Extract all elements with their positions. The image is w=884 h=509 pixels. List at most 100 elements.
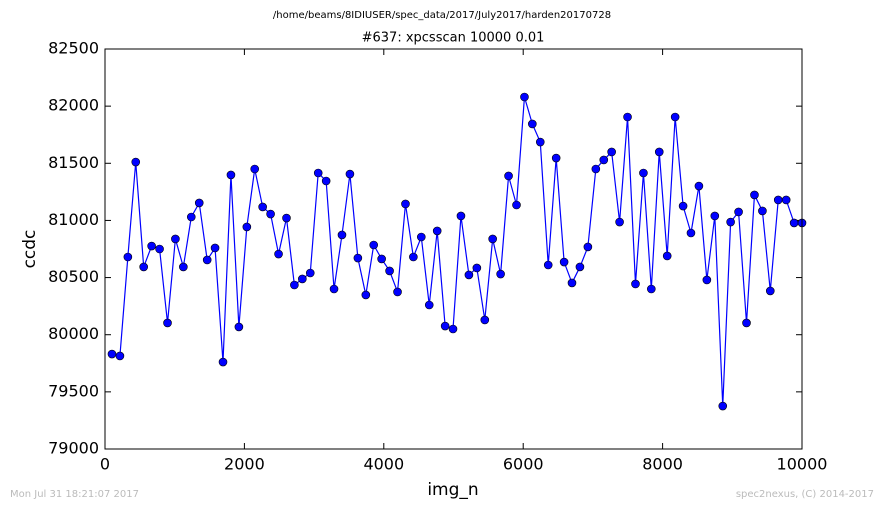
data-point [266, 209, 275, 219]
y-axis-label: ccdc [20, 230, 40, 269]
data-point [155, 244, 164, 254]
x-axis-label: img_n [427, 480, 478, 500]
data-point [290, 280, 299, 290]
footer-date: Mon Jul 31 18:21:07 2017 [10, 489, 139, 500]
data-point [409, 252, 418, 262]
data-point [647, 284, 656, 294]
data-point [210, 243, 220, 253]
data-point [773, 195, 783, 205]
data-point [520, 92, 529, 102]
data-point [456, 211, 466, 221]
data-point [313, 168, 323, 178]
y-tick-label: 79500 [48, 381, 99, 400]
data-point [361, 290, 371, 300]
data-point [369, 240, 378, 250]
footer-credit: spec2nexus, (C) 2014-2017 [736, 489, 874, 500]
data-point [179, 262, 188, 272]
data-point [662, 251, 672, 261]
y-tick-label: 79000 [48, 439, 99, 458]
data-point [559, 257, 569, 267]
data-point [639, 168, 648, 178]
data-point [464, 270, 474, 280]
data-point [139, 262, 148, 272]
data-point [710, 211, 720, 221]
data-point [765, 286, 775, 296]
data-point [305, 268, 315, 278]
data-point [226, 170, 236, 180]
data-point [535, 137, 545, 147]
data-point [353, 253, 363, 263]
data-point [258, 202, 267, 212]
data-point [686, 228, 696, 238]
data-point [781, 195, 791, 205]
data-point [496, 269, 505, 279]
data-point [543, 260, 553, 270]
data-point [678, 201, 688, 211]
data-point [115, 351, 125, 361]
x-tick-label: 4000 [363, 455, 404, 474]
data-point [488, 234, 497, 244]
data-point [329, 284, 339, 294]
data-point [424, 300, 434, 310]
suptitle: /home/beams/8IDIUSER/spec_data/2017/July… [273, 10, 611, 21]
data-point [583, 242, 593, 252]
data-point [123, 252, 133, 262]
data-point [448, 324, 458, 334]
x-tick-label: 2000 [224, 455, 265, 474]
data-point [575, 262, 585, 272]
data-point [718, 401, 728, 411]
data-point [694, 181, 704, 191]
y-tick-label: 80500 [48, 267, 99, 286]
data-point [147, 241, 156, 251]
data-point [742, 318, 751, 328]
data-point [432, 226, 442, 236]
data-point [377, 254, 386, 264]
data-point [163, 318, 172, 328]
data-point [615, 217, 624, 227]
data-point [321, 176, 331, 186]
data-point [194, 198, 204, 208]
data-point [171, 234, 180, 244]
data-point [623, 112, 632, 122]
data-point [512, 200, 521, 210]
data-point [440, 321, 450, 331]
data-line [111, 96, 802, 407]
data-point [750, 190, 759, 200]
y-tick-label: 80000 [48, 324, 99, 343]
data-point [702, 275, 712, 285]
y-tick-label: 82500 [48, 39, 99, 58]
plot-frame [104, 48, 803, 450]
data-point [393, 287, 402, 297]
data-point [186, 212, 196, 222]
data-point [734, 207, 743, 217]
data-point [385, 266, 394, 276]
data-point [218, 357, 228, 367]
data-point [472, 263, 482, 273]
y-tick-label: 81500 [48, 153, 99, 172]
chart-title: #637: xpcsscan 10000 0.01 [362, 31, 545, 46]
data-point [528, 119, 537, 129]
data-point [758, 206, 767, 216]
data-point [250, 164, 260, 174]
x-tick-label: 10000 [777, 455, 828, 474]
x-tick-label: 6000 [503, 455, 544, 474]
data-point [567, 278, 577, 288]
data-point [670, 112, 680, 122]
data-point [242, 222, 252, 232]
data-point [131, 157, 141, 167]
x-tick-label: 0 [100, 455, 110, 474]
data-point [274, 249, 283, 259]
data-point [599, 155, 609, 165]
data-point [654, 147, 664, 157]
data-point [345, 169, 355, 179]
data-point [298, 274, 307, 284]
data-point [337, 230, 347, 240]
data-point [607, 147, 616, 157]
data-point [202, 255, 212, 265]
data-point [591, 164, 601, 174]
data-point [726, 217, 735, 227]
data-point [234, 322, 244, 332]
data-point [551, 153, 561, 163]
data-point [504, 171, 513, 181]
